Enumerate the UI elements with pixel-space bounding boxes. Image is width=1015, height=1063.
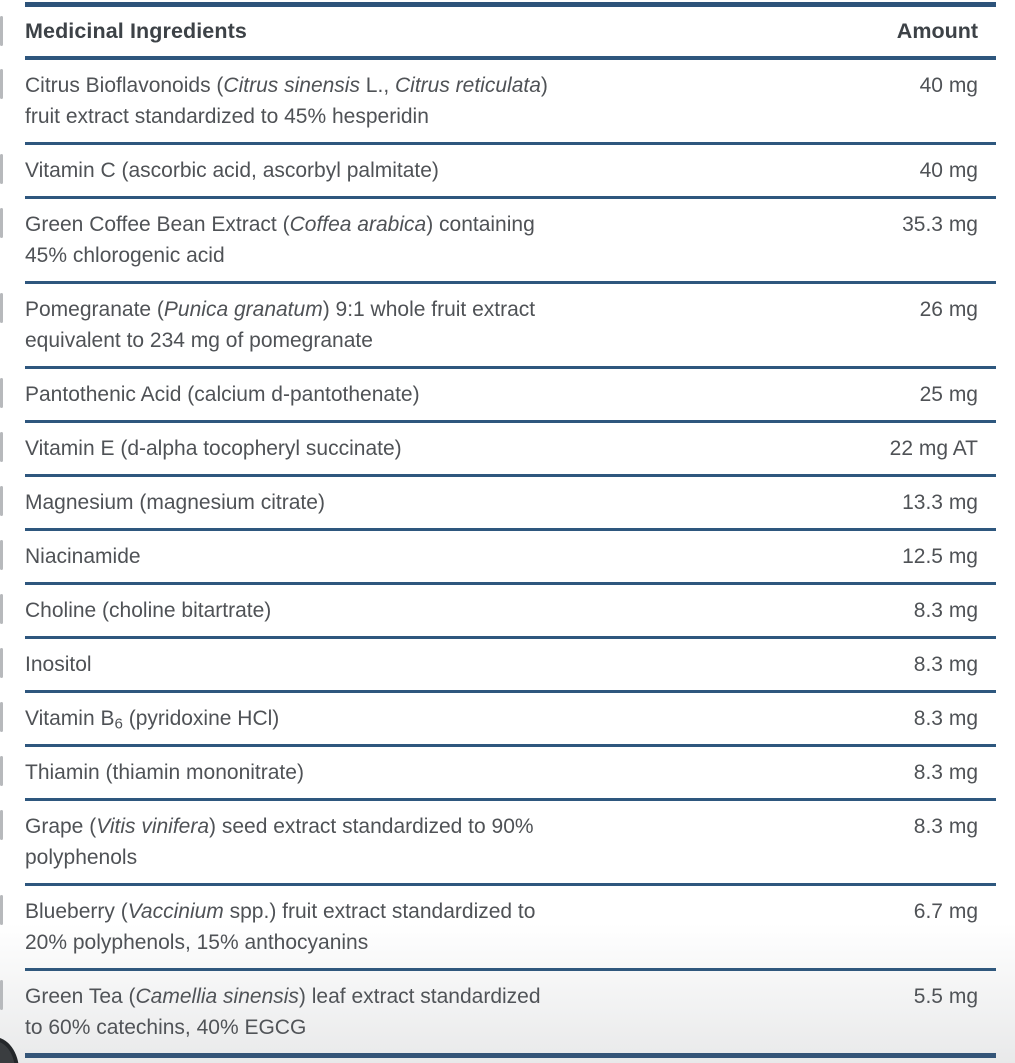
ingredient-amount: 26 mg — [919, 298, 978, 321]
edge-artifact-dash — [0, 810, 3, 840]
ingredient-name: Grape (Vitis vinifera) seed extract stan… — [25, 815, 534, 869]
row-divider — [25, 142, 996, 145]
row-divider — [25, 744, 996, 747]
table-row: Vitamin E (d-alpha tocopheryl succinate)… — [25, 423, 996, 474]
row-divider — [25, 582, 996, 585]
row-divider — [25, 883, 996, 886]
row-divider — [25, 798, 996, 801]
table-row: Citrus Bioflavonoids (Citrus sinensis L.… — [25, 60, 996, 142]
row-divider — [25, 366, 996, 369]
row-divider — [25, 474, 996, 477]
edge-artifact-dash — [0, 432, 3, 462]
ingredient-name: Vitamin E (d-alpha tocopheryl succinate) — [25, 437, 402, 460]
medicinal-ingredients-header: Medicinal Ingredients — [25, 19, 247, 43]
row-divider — [25, 636, 996, 639]
ingredient-name: Blueberry (Vaccinium spp.) fruit extract… — [25, 900, 536, 954]
table-row: Green Tea (Camellia sinensis) leaf extra… — [25, 971, 996, 1053]
table-top-border — [25, 2, 996, 7]
table-row: Blueberry (Vaccinium spp.) fruit extract… — [25, 886, 996, 968]
table-row: Pomegranate (Punica granatum) 9:1 whole … — [25, 284, 996, 366]
row-divider — [25, 690, 996, 693]
row-divider — [25, 968, 996, 971]
edge-artifact-dash — [0, 16, 3, 46]
edge-artifact-dash — [0, 69, 3, 99]
table-bottom-border — [25, 1053, 996, 1058]
edge-artifact-dash — [0, 293, 3, 323]
ingredient-amount: 8.3 mg — [913, 815, 978, 838]
ingredient-name: Pantothenic Acid (calcium d-pantothenate… — [25, 383, 420, 406]
edge-artifact-dash — [0, 540, 3, 570]
edge-artifact-dash — [0, 648, 3, 678]
table-row: Choline (choline bitartrate) 8.3 mg — [25, 585, 996, 636]
table-header-row: Medicinal Ingredients Amount — [25, 7, 996, 56]
ingredient-amount: 12.5 mg — [902, 545, 978, 568]
table-row: Vitamin C (ascorbic acid, ascorbyl palmi… — [25, 145, 996, 196]
ingredients-table: Medicinal Ingredients Amount Citrus Biof… — [25, 2, 996, 1058]
ingredient-amount: 5.5 mg — [913, 985, 978, 1008]
amount-header: Amount — [896, 19, 978, 43]
row-divider — [25, 528, 996, 531]
table-row: Thiamin (thiamin mononitrate) 8.3 mg — [25, 747, 996, 798]
ingredient-name: Vitamin B6 (pyridoxine HCl) — [25, 707, 280, 733]
ingredient-name: Citrus Bioflavonoids (Citrus sinensis L.… — [25, 74, 548, 128]
table-row: Magnesium (magnesium citrate) 13.3 mg — [25, 477, 996, 528]
edge-artifact-dash — [0, 154, 3, 184]
edge-artifact-dash — [0, 594, 3, 624]
ingredient-amount: 22 mg AT — [889, 437, 978, 460]
background-object-edge — [0, 1037, 19, 1063]
edge-artifact-dash — [0, 208, 3, 238]
ingredient-amount: 40 mg — [919, 159, 978, 182]
ingredient-amount: 25 mg — [919, 383, 978, 406]
ingredient-amount: 13.3 mg — [902, 491, 978, 514]
edge-artifact-dash — [0, 980, 3, 1010]
edge-artifact-dash — [0, 486, 3, 516]
ingredient-name: Green Tea (Camellia sinensis) leaf extra… — [25, 985, 541, 1039]
table-row: Grape (Vitis vinifera) seed extract stan… — [25, 801, 996, 883]
table-row: Green Coffee Bean Extract (Coffea arabic… — [25, 199, 996, 281]
ingredient-amount: 40 mg — [919, 74, 978, 97]
ingredient-amount: 8.3 mg — [913, 761, 978, 784]
ingredient-amount: 35.3 mg — [902, 213, 978, 236]
table-row: Pantothenic Acid (calcium d-pantothenate… — [25, 369, 996, 420]
ingredient-amount: 8.3 mg — [913, 653, 978, 676]
table-row: Niacinamide 12.5 mg — [25, 531, 996, 582]
ingredient-name: Green Coffee Bean Extract (Coffea arabic… — [25, 213, 535, 267]
ingredient-rows: Citrus Bioflavonoids (Citrus sinensis L.… — [25, 60, 996, 1053]
edge-artifact-dash — [0, 702, 3, 732]
ingredient-name: Magnesium (magnesium citrate) — [25, 491, 325, 514]
edge-artifact-dash — [0, 756, 3, 786]
table-row: Inositol 8.3 mg — [25, 639, 996, 690]
ingredient-name: Pomegranate (Punica granatum) 9:1 whole … — [25, 298, 536, 352]
ingredient-name: Thiamin (thiamin mononitrate) — [25, 761, 304, 784]
edge-artifact-dash — [0, 895, 3, 925]
ingredient-name: Choline (choline bitartrate) — [25, 599, 272, 622]
edge-artifact-dash — [0, 378, 3, 408]
ingredient-name: Vitamin C (ascorbic acid, ascorbyl palmi… — [25, 159, 439, 182]
ingredient-name: Inositol — [25, 653, 92, 676]
header-divider — [25, 56, 996, 60]
row-divider — [25, 196, 996, 199]
ingredient-amount: 6.7 mg — [913, 900, 978, 923]
ingredient-name: Niacinamide — [25, 545, 141, 568]
ingredient-amount: 8.3 mg — [913, 599, 978, 622]
ingredient-amount: 8.3 mg — [913, 707, 978, 730]
row-divider — [25, 281, 996, 284]
row-divider — [25, 420, 996, 423]
table-row: Vitamin B6 (pyridoxine HCl) 8.3 mg — [25, 693, 996, 744]
